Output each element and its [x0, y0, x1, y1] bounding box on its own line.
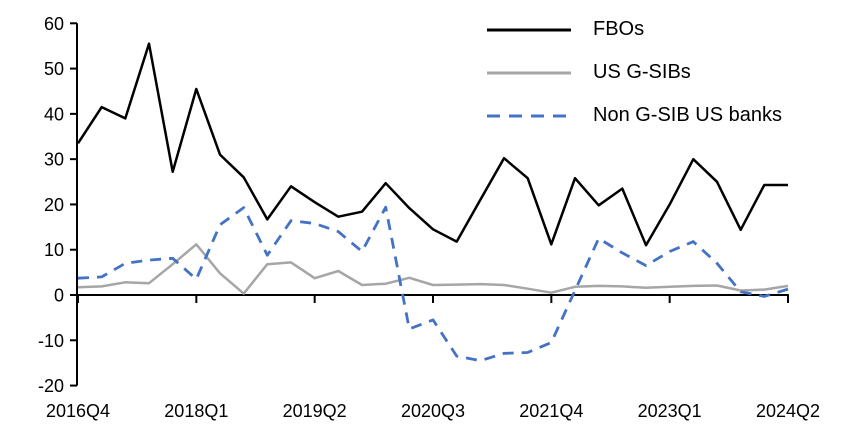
y-tick-label: 60 [44, 14, 64, 34]
x-tick-label: 2019Q2 [283, 401, 347, 421]
y-tick-label: 20 [44, 195, 64, 215]
y-tick-label: -20 [38, 376, 64, 396]
y-tick-label: 10 [44, 240, 64, 260]
fbos-line [76, 42, 788, 247]
y-tick-label: 50 [44, 59, 64, 79]
y-tick-label: 30 [44, 150, 64, 170]
legend-label-fbos: FBOs [593, 18, 645, 40]
non-gsib-line-sample-icon [487, 114, 571, 117]
y-tick-label: -10 [38, 331, 64, 351]
legend-item-non-gsib: Non G-SIB US banks [486, 94, 782, 137]
legend-item-fbos: FBOs [486, 8, 782, 51]
legend-item-us-gsibs: US G-SIBs [486, 51, 782, 94]
legend: FBOs US G-SIBs Non G-SIB US banks [486, 8, 782, 137]
us-gsibs-line [77, 243, 789, 295]
y-tick-label: 0 [54, 286, 64, 306]
legend-label-us-gsibs: US G-SIBs [593, 61, 691, 83]
x-tick-label: 2023Q1 [638, 401, 702, 421]
x-tick-label: 2021Q4 [519, 401, 583, 421]
x-tick-label: 2016Q4 [46, 401, 110, 421]
legend-label-non-gsib: Non G-SIB US banks [593, 104, 782, 126]
fbos-line-sample-icon [487, 28, 571, 31]
x-tick-label: 2024Q2 [756, 401, 820, 421]
x-tick-label: 2020Q3 [401, 401, 465, 421]
y-tick-label: 40 [44, 104, 64, 124]
us-gsibs-line-sample-icon [487, 71, 571, 74]
non-gsib-us-banks-line [77, 205, 789, 363]
x-tick-label: 2018Q1 [164, 401, 228, 421]
